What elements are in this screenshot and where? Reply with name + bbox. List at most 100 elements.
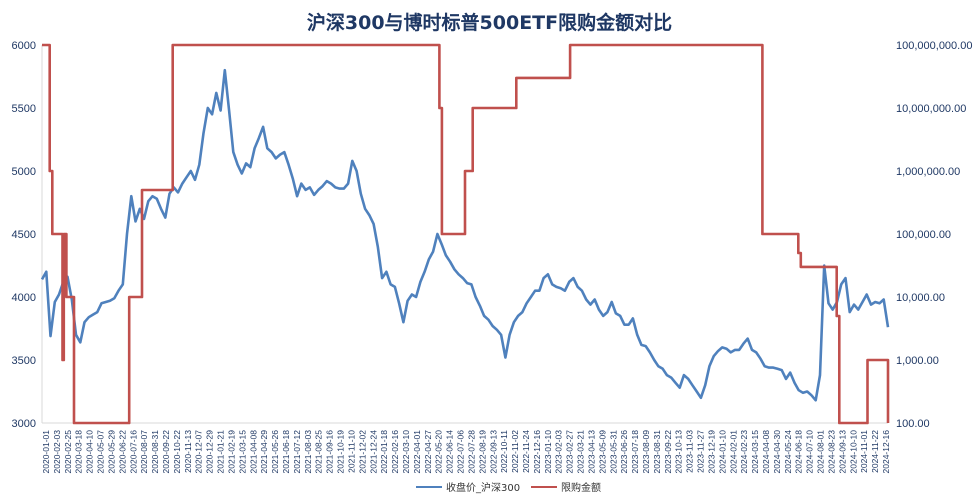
legend-series-2: 限购金额 [531, 479, 601, 494]
y-left-tick-label: 4000 [12, 292, 36, 304]
x-tick-label: 2024-10-10 [848, 430, 858, 474]
x-tick-label: 2020-03-18 [74, 430, 84, 474]
x-tick-label: 2023-04-13 [586, 430, 596, 474]
x-tick-label: 2022-04-01 [412, 430, 422, 474]
y-right-tick-label: 100.00 [896, 418, 930, 430]
y-left-tick-label: 3000 [12, 418, 36, 430]
x-tick-label: 2024-06-18 [794, 430, 804, 474]
series-line-2 [42, 43, 890, 425]
y-right-tick-label: 100,000,000.00 [896, 40, 972, 52]
x-tick-label: 2024-11-01 [859, 430, 869, 473]
x-tick-label: 2022-03-10 [401, 430, 411, 474]
x-tick-label: 2023-11-03 [685, 430, 695, 473]
x-tick-label: 2020-05-29 [106, 430, 116, 474]
x-tick-label: 2023-05-09 [597, 430, 607, 474]
x-tick-label: 2021-04-08 [248, 430, 258, 474]
x-tick-label: 2021-04-29 [259, 430, 269, 474]
x-tick-label: 2023-05-31 [608, 430, 618, 474]
x-tick-label: 2021-12-02 [357, 430, 367, 474]
x-tick-label: 2022-01-18 [379, 430, 389, 474]
y-right-tick-label: 1,000,000.00 [896, 166, 960, 178]
x-tick-label: 2023-11-27 [696, 430, 706, 473]
x-tick-label: 2023-02-27 [565, 430, 575, 474]
x-tick-label: 2020-07-16 [128, 430, 138, 474]
x-tick-label: 2023-10-13 [674, 430, 684, 474]
x-tick-label: 2024-03-15 [750, 430, 760, 474]
x-tick-label: 2020-04-10 [85, 430, 95, 474]
x-tick-label: 2021-03-15 [237, 430, 247, 474]
x-tick-label: 2022-11-02 [510, 430, 520, 473]
x-tick-label: 2022-04-27 [423, 430, 433, 474]
x-tick-label: 2022-09-13 [488, 430, 498, 474]
x-tick-label: 2022-07-06 [456, 430, 466, 474]
y-left-tick-label: 5500 [12, 103, 36, 115]
x-tick-label: 2022-02-16 [390, 430, 400, 474]
x-tick-label: 2024-05-24 [783, 430, 793, 474]
x-tick-label: 2024-11-22 [870, 430, 880, 473]
x-tick-label: 2023-12-19 [706, 430, 716, 474]
x-tick-label: 2022-12-16 [532, 430, 542, 474]
x-tick-label: 2023-07-18 [630, 430, 640, 474]
x-tick-label: 2021-09-16 [325, 430, 335, 474]
x-tick-label: 2022-06-14 [445, 430, 455, 474]
x-tick-label: 2021-06-18 [281, 430, 291, 474]
x-tick-label: 2022-07-28 [466, 430, 476, 474]
x-tick-label: 2023-08-09 [641, 430, 651, 474]
x-tick-label: 2024-04-30 [772, 430, 782, 474]
x-tick-label: 2021-08-25 [314, 430, 324, 474]
x-tick-label: 2021-11-10 [346, 430, 356, 473]
y-left-tick-label: 5000 [12, 166, 36, 178]
y-left-tick-label: 6000 [12, 40, 36, 52]
x-tick-label: 2024-08-23 [826, 430, 836, 474]
x-tick-label: 2024-09-13 [837, 430, 847, 474]
x-tick-label: 2020-01-01 [41, 430, 51, 474]
x-tick-label: 2020-10-22 [172, 430, 182, 474]
y-right-tick-label: 10,000.00 [896, 292, 945, 304]
x-tick-label: 2024-02-01 [728, 430, 738, 474]
x-tick-label: 2020-12-07 [194, 430, 204, 474]
y-right-tick-label: 100,000.00 [896, 229, 951, 241]
x-tick-label: 2021-10-19 [336, 430, 346, 474]
series-line-1 [40, 68, 890, 402]
x-tick-label: 2021-02-19 [226, 430, 236, 474]
x-tick-label: 2024-02-23 [739, 430, 749, 474]
chart-title: 沪深300与博时标普500ETF限购金额对比 [306, 12, 673, 34]
x-tick-label: 2020-02-25 [63, 430, 73, 474]
x-tick-label: 2023-02-03 [554, 430, 564, 474]
x-tick-label: 2021-08-03 [303, 430, 313, 474]
x-tick-label: 2024-12-16 [881, 430, 891, 474]
y-right-tick-label: 1,000.00 [896, 355, 939, 367]
x-tick-label: 2022-08-19 [477, 430, 487, 474]
x-tick-label: 2020-06-22 [117, 430, 127, 474]
x-tick-label: 2024-08-01 [816, 430, 826, 474]
legend-swatch-red [531, 485, 557, 488]
y-left-tick-label: 3500 [12, 355, 36, 367]
x-tick-label: 2023-03-21 [576, 430, 586, 474]
y-left-tick-label: 4500 [12, 229, 36, 241]
x-tick-label: 2021-01-21 [216, 430, 226, 474]
x-tick-label: 2020-08-31 [150, 430, 160, 474]
x-tick-label: 2024-01-10 [717, 430, 727, 474]
legend-label-1: 收盘价_沪深300 [446, 483, 521, 494]
x-tick-label: 2020-12-29 [205, 430, 215, 474]
x-tick-label: 2020-02-03 [52, 430, 62, 474]
x-tick-label: 2023-06-26 [619, 430, 629, 474]
x-tick-label: 2021-12-24 [368, 430, 378, 474]
x-tick-label: 2021-07-12 [292, 430, 302, 474]
x-tick-label: 2022-05-20 [434, 430, 444, 474]
x-tick-label: 2020-11-13 [183, 430, 193, 473]
x-tick-label: 2024-04-08 [761, 430, 771, 474]
x-tick-label: 2022-11-24 [521, 430, 531, 473]
x-tick-label: 2020-05-07 [96, 430, 106, 474]
x-tick-label: 2021-05-26 [270, 430, 280, 474]
legend-series-1: 收盘价_沪深300 [416, 479, 520, 494]
x-tick-label: 2023-08-31 [652, 430, 662, 474]
x-tick-label: 2020-08-07 [139, 430, 149, 474]
x-tick-label: 2023-09-22 [663, 430, 673, 474]
x-tick-label: 2022-10-11 [499, 430, 509, 473]
x-tick-label: 2024-07-10 [805, 430, 815, 474]
x-tick-label: 2020-09-22 [161, 430, 171, 474]
legend-label-2: 限购金额 [561, 483, 601, 494]
x-tick-label: 2023-01-10 [543, 430, 553, 474]
